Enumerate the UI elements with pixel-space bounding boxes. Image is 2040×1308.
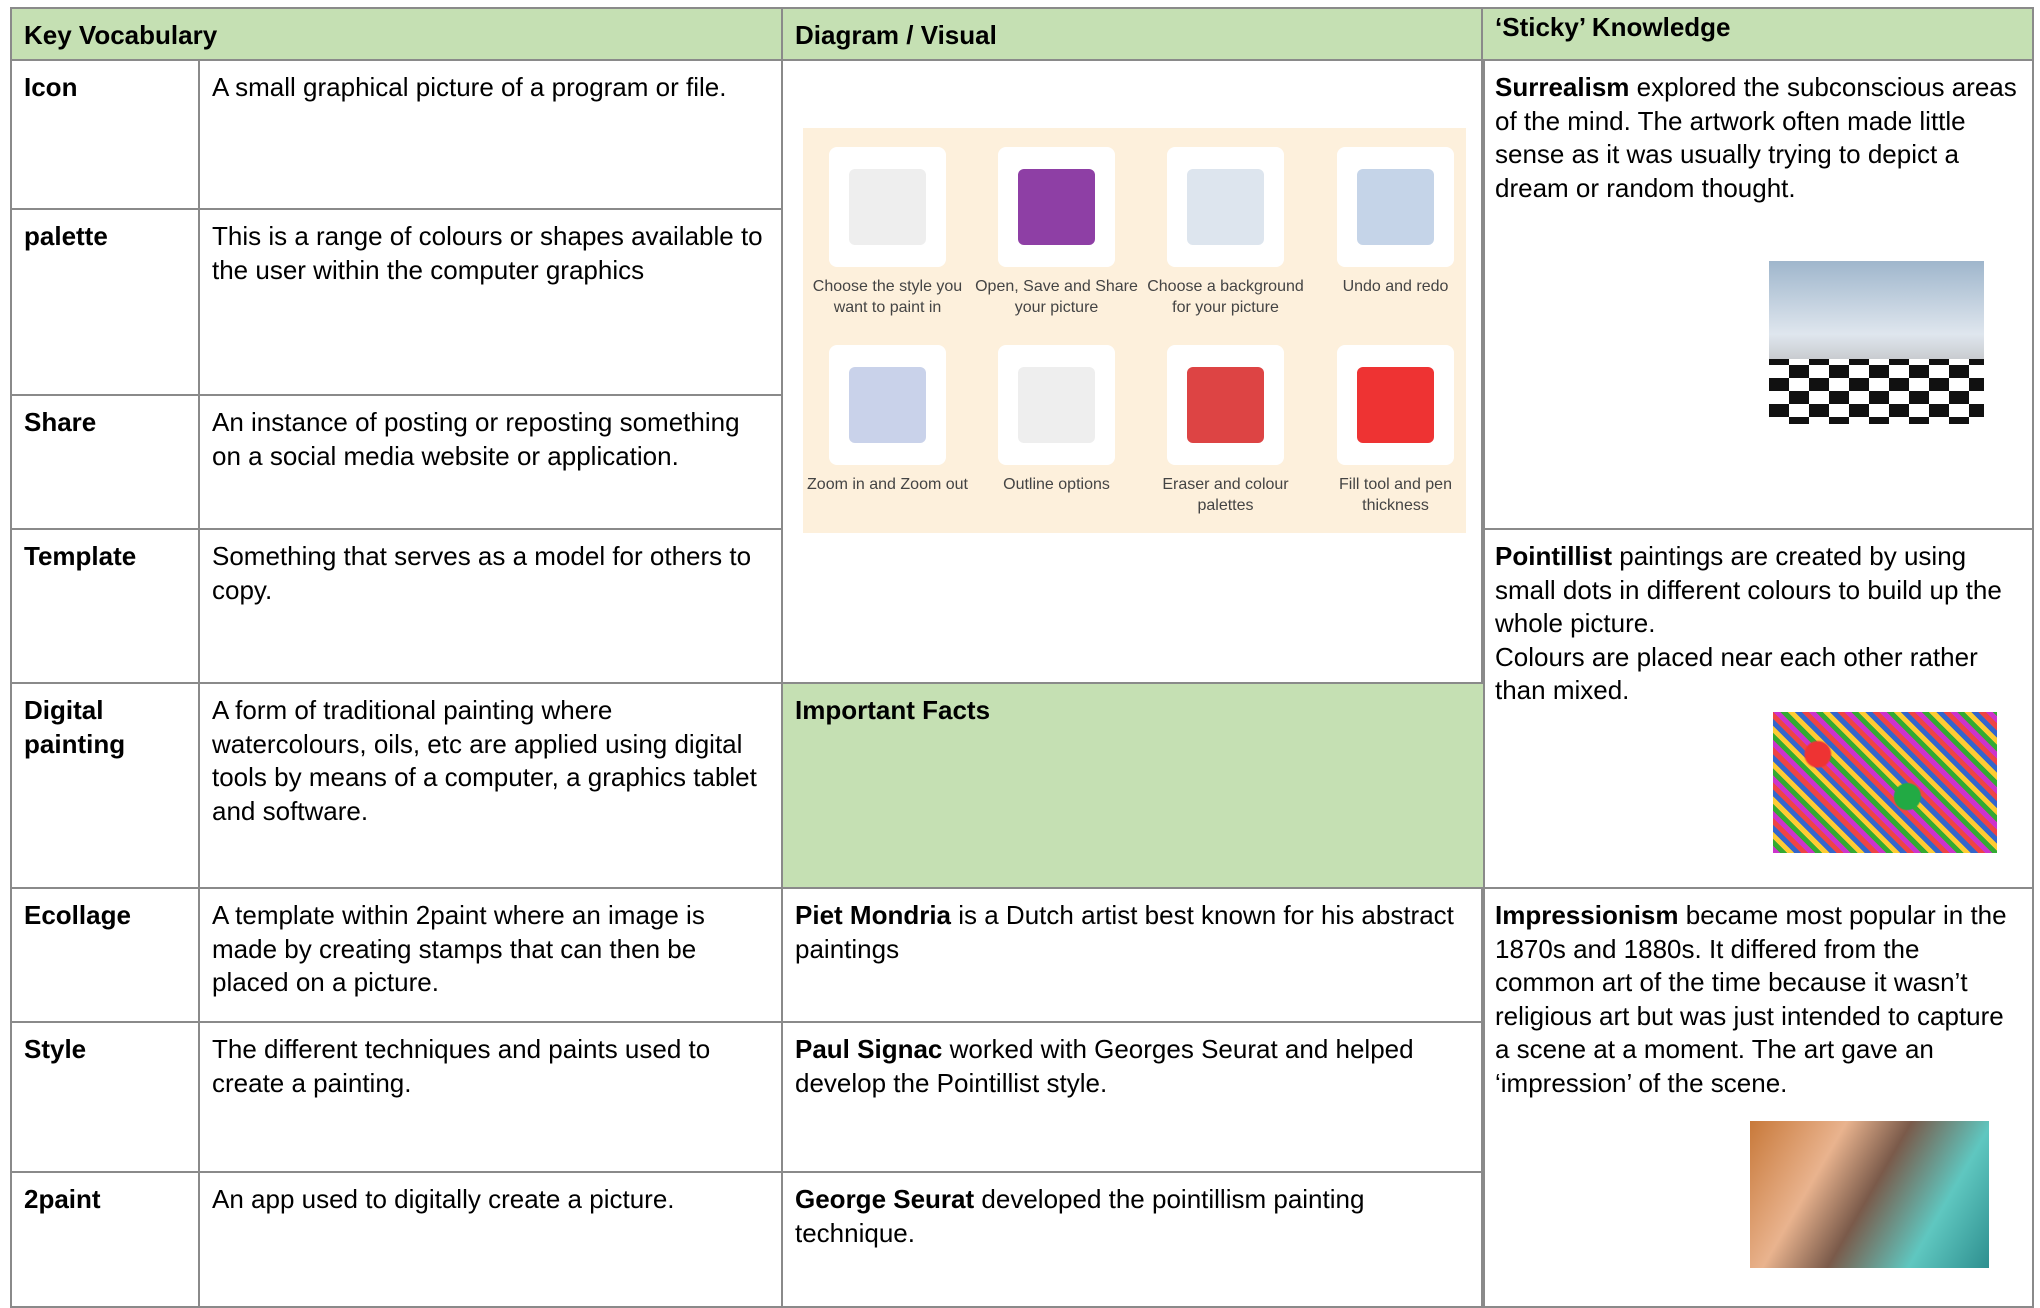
vocab-term: Template [24,541,137,571]
fact-cell: Paul Signac worked with Georges Seurat a… [781,1021,1485,1173]
term-cell: Template [10,528,200,684]
facts-title: Important Facts [795,695,991,725]
definition-cell: A template within 2paint where an image … [198,887,783,1023]
tool-icon [1337,147,1454,267]
facts-header: Important Facts [781,682,1485,889]
definition-cell: The different techniques and paints used… [198,1021,783,1173]
definition-cell: Something that serves as a model for oth… [198,528,783,684]
term-cell: Share [10,394,200,530]
vocab-term: Icon [24,72,78,102]
fact-cell: George Seurat developed the pointillism … [781,1171,1485,1308]
bold-name: Surrealism [1495,72,1630,102]
vocab-definition: The different techniques and paints used… [212,1034,711,1098]
tool-glyph [1187,169,1264,245]
header-cell: Diagram / Visual [781,7,1485,61]
term-cell: Style [10,1021,200,1173]
tool-caption: Undo and redo [1342,278,1449,295]
tool-icon [1167,345,1284,465]
tool-glyph [849,169,926,245]
term-cell: Icon [10,59,200,210]
tool-caption: Open, Save and Share your picture [975,278,1138,316]
tool-glyph [1018,169,1095,245]
tool-icon [1167,147,1284,267]
tool-glyph [849,367,926,443]
sticky-cell: Surrealism explored the subconscious are… [1481,59,2034,530]
term-cell: palette [10,208,200,396]
tool-icon [1337,345,1454,465]
header-text: Diagram / Visual [795,20,997,50]
header-cell: ‘Sticky’ Knowledge [1481,7,2034,61]
tool-glyph [1357,367,1434,443]
bold-name: Pointillist [1495,541,1612,571]
definition-cell: A form of traditional painting where wat… [198,682,783,889]
surrealism-image [1769,261,1984,424]
text: explored the subconscious areas of the m… [1495,72,2017,203]
bold-name: Impressionism [1495,900,1679,930]
term-cell: 2paint [10,1171,200,1308]
definition-cell: An app used to digitally create a pictur… [198,1171,783,1308]
text: is a Dutch artist best known for his abs… [795,900,1454,964]
definition-cell: This is a range of colours or shapes ava… [198,208,783,396]
header-cell: Key Vocabulary [10,7,785,61]
tool-icon [998,345,1115,465]
tool-caption: Choose the style you want to paint in [812,278,963,316]
text: worked with Georges Seurat and helped de… [795,1034,1414,1098]
vocab-definition: A small graphical picture of a program o… [212,72,727,102]
tool-icon [829,147,946,267]
header-text: ‘Sticky’ Knowledge [1495,12,1731,42]
impressionism-image [1750,1121,1989,1268]
tool-glyph [1357,169,1434,245]
vocab-definition: An instance of posting or reposting some… [212,407,740,471]
term-cell: Digital painting [10,682,200,889]
text: became most popular in the 1870s and 188… [1495,900,2007,1098]
vocab-term: palette [24,221,108,251]
tool-icon [998,147,1115,267]
header-text: Key Vocabulary [24,20,218,50]
vocab-definition: This is a range of colours or shapes ava… [212,221,763,285]
vocab-definition: A form of traditional painting where wat… [212,695,757,826]
vocab-term: Share [24,407,97,437]
tool-icon [829,345,946,465]
tool-caption: Choose a background for your picture [1147,278,1304,316]
sticky-cell: Impressionism became most popular in the… [1481,887,2034,1308]
bold-name: George Seurat [795,1184,975,1214]
vocab-term: Ecollage [24,900,131,930]
tool-caption: Zoom in and Zoom out [807,476,968,493]
tool-glyph [1018,367,1095,443]
tool-caption: Outline options [1003,476,1110,493]
fact-cell: Piet Mondria is a Dutch artist best know… [781,887,1485,1023]
definition-cell: A small graphical picture of a program o… [198,59,783,210]
tool-glyph [1187,367,1264,443]
bold-name: Paul Signac [795,1034,943,1064]
sticky-cell: Pointillist paintings are created by usi… [1481,528,2034,889]
bold-name: Piet Mondria [795,900,952,930]
term-cell: Ecollage [10,887,200,1023]
vocab-term: 2paint [24,1184,101,1214]
vocab-term: Digital painting [24,695,126,759]
vocab-definition: A template within 2paint where an image … [212,900,705,998]
definition-cell: An instance of posting or reposting some… [198,394,783,530]
vocab-term: Style [24,1034,87,1064]
pointillist-image [1773,712,1997,853]
tool-caption: Fill tool and pen thickness [1339,476,1452,514]
vocab-definition: An app used to digitally create a pictur… [212,1184,675,1214]
tool-caption: Eraser and colour palettes [1162,476,1289,514]
text: developed the pointillism painting techn… [795,1184,1365,1248]
text: paintings are created by using small dot… [1495,541,2002,706]
vocab-definition: Something that serves as a model for oth… [212,541,752,605]
